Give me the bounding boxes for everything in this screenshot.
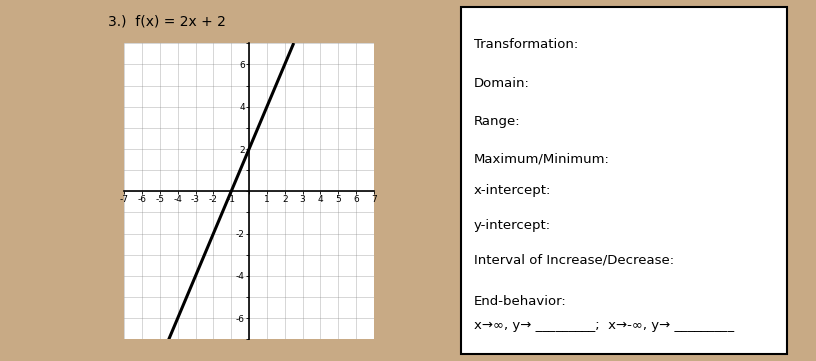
Text: x-intercept:: x-intercept: [474,184,552,197]
Text: Domain:: Domain: [474,77,530,90]
Text: Maximum/Minimum:: Maximum/Minimum: [474,153,610,166]
Text: Transformation:: Transformation: [474,38,579,51]
Text: End-behavior:: End-behavior: [474,295,567,308]
Text: x→∞, y→ _________;  x→-∞, y→ _________: x→∞, y→ _________; x→-∞, y→ _________ [474,319,734,332]
Text: 3.)  f(x) = 2x + 2: 3.) f(x) = 2x + 2 [108,14,225,29]
Text: Interval of Increase/Decrease:: Interval of Increase/Decrease: [474,253,674,266]
Text: y-intercept:: y-intercept: [474,219,552,232]
Text: Range:: Range: [474,115,521,128]
